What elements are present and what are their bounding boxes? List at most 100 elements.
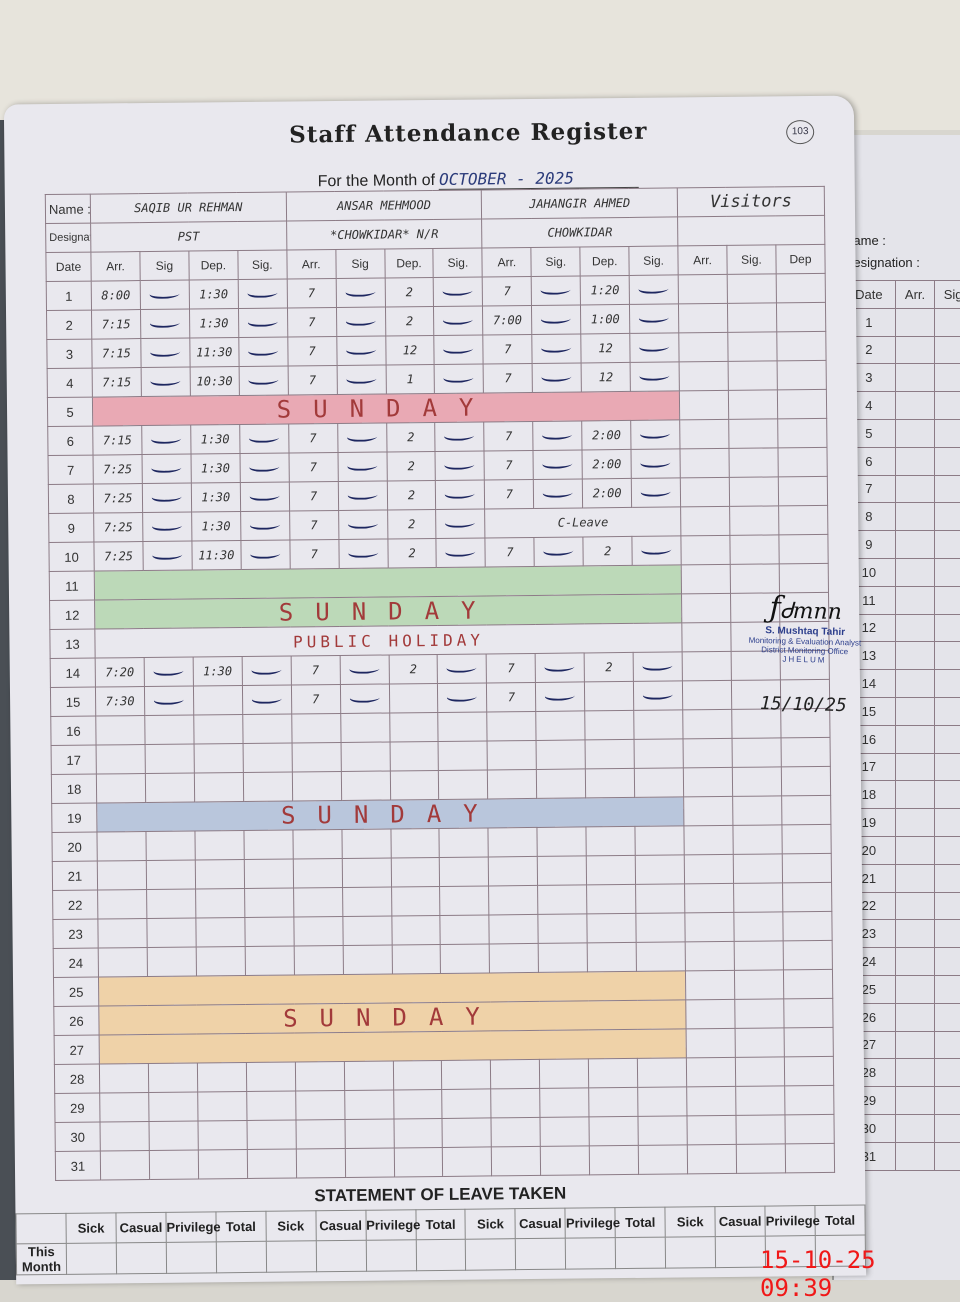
departure-time <box>586 768 635 798</box>
date-cell: 3 <box>47 339 92 368</box>
arrival-cell <box>895 948 934 976</box>
signature-cell <box>244 859 293 889</box>
departure-time: 1 <box>386 364 435 394</box>
arrival-time <box>292 771 341 801</box>
date-cell: 26 <box>54 1006 99 1035</box>
arrival-cell <box>895 1142 934 1170</box>
arrival-cell <box>895 531 934 559</box>
departure-time <box>198 1149 247 1179</box>
visitor-cell <box>776 273 825 303</box>
leave-note: C-Leave <box>485 507 681 538</box>
arrival-cell <box>895 920 934 948</box>
signature-cell <box>533 421 582 451</box>
signature-mark <box>343 287 378 297</box>
signature-mark <box>539 285 574 295</box>
staff-name: Visitors <box>677 186 824 217</box>
date-cell: 17 <box>51 745 96 774</box>
arrival-cell <box>895 336 934 364</box>
signature-mark <box>346 548 381 558</box>
signature-cell <box>537 769 586 799</box>
signature-mark <box>540 430 575 440</box>
date-cell: 15 <box>50 687 95 716</box>
arrival-cell <box>895 975 934 1003</box>
signature-cell <box>935 392 960 420</box>
arrival-time: 7 <box>483 334 532 364</box>
visitor-cell <box>736 1144 785 1174</box>
signature-cell <box>149 1092 198 1122</box>
visitor-cell <box>734 883 783 913</box>
visitor-cell <box>777 389 826 419</box>
signature-cell <box>339 539 388 569</box>
departure-time: 2 <box>387 509 436 539</box>
arrival-time: 7 <box>287 337 336 367</box>
table-row: 2 <box>843 336 960 364</box>
visitor-cell <box>685 912 734 942</box>
signature-mark <box>444 547 479 557</box>
arrival-time <box>96 716 145 746</box>
signature-cell <box>344 1061 393 1091</box>
signature-cell <box>935 725 960 753</box>
arrival-time <box>489 885 538 915</box>
leave-header: Casual <box>316 1210 366 1241</box>
visitor-cell <box>680 419 729 449</box>
arrival-cell <box>895 670 934 698</box>
column-header: Sig. <box>629 246 678 276</box>
column-header: Date <box>46 252 91 281</box>
leave-header: Sick <box>665 1207 715 1238</box>
date-cell: 18 <box>51 774 96 803</box>
signature-cell <box>242 685 291 715</box>
staff-designation: PST <box>91 221 287 252</box>
signature-cell <box>935 642 960 670</box>
arrival-time: 7 <box>484 450 533 480</box>
arrival-time: 7 <box>484 421 533 451</box>
signature-cell <box>631 478 680 508</box>
column-header: Sig. <box>531 247 580 277</box>
signature-mark <box>345 461 380 471</box>
visitor-cell <box>682 622 731 652</box>
signature-cell <box>636 942 685 972</box>
visitor-cell <box>782 795 831 825</box>
visitor-cell <box>684 825 733 855</box>
departure-time <box>195 831 244 861</box>
signature-mark <box>443 518 478 528</box>
visitor-cell <box>784 998 833 1028</box>
visitor-cell <box>735 1057 784 1087</box>
leave-header: Casual <box>715 1206 765 1237</box>
leave-cell <box>466 1239 516 1271</box>
signature-mark <box>443 460 478 470</box>
signature-cell <box>540 1088 589 1118</box>
signature-cell <box>336 278 385 308</box>
signature-cell <box>243 714 292 744</box>
arrival-time: 7 <box>287 308 336 338</box>
arrival-time: 7 <box>288 366 337 396</box>
signature-cell <box>435 451 484 481</box>
visitor-cell <box>679 390 728 420</box>
departure-time: 12 <box>581 333 630 363</box>
visitor-cell <box>680 448 729 478</box>
visitor-cell <box>778 476 827 506</box>
leave-cell <box>715 1236 765 1268</box>
visitor-cell <box>784 1027 833 1057</box>
signature-cell <box>146 889 195 919</box>
signature-mark <box>541 488 576 498</box>
signature-cell <box>145 773 194 803</box>
signature-cell <box>638 1145 687 1175</box>
arrival-time: 7:00 <box>483 305 532 335</box>
column-header: Arr. <box>482 247 531 277</box>
date-cell: 24 <box>53 948 98 977</box>
departure-time <box>194 715 243 745</box>
arrival-cell <box>895 1059 934 1087</box>
arrival-time: 7 <box>485 537 534 567</box>
signature-cell <box>935 753 960 781</box>
departure-time: 2 <box>387 538 436 568</box>
visitor-cell <box>733 825 782 855</box>
arrival-time <box>99 1064 148 1094</box>
signature-cell <box>538 914 587 944</box>
signature-cell <box>541 1146 590 1176</box>
arrival-time <box>294 916 343 946</box>
signature-cell <box>343 945 392 975</box>
departure-time <box>589 1058 638 1088</box>
table-row: 3 <box>843 364 960 392</box>
signature-cell <box>338 510 387 540</box>
signature-cell <box>345 1119 394 1149</box>
